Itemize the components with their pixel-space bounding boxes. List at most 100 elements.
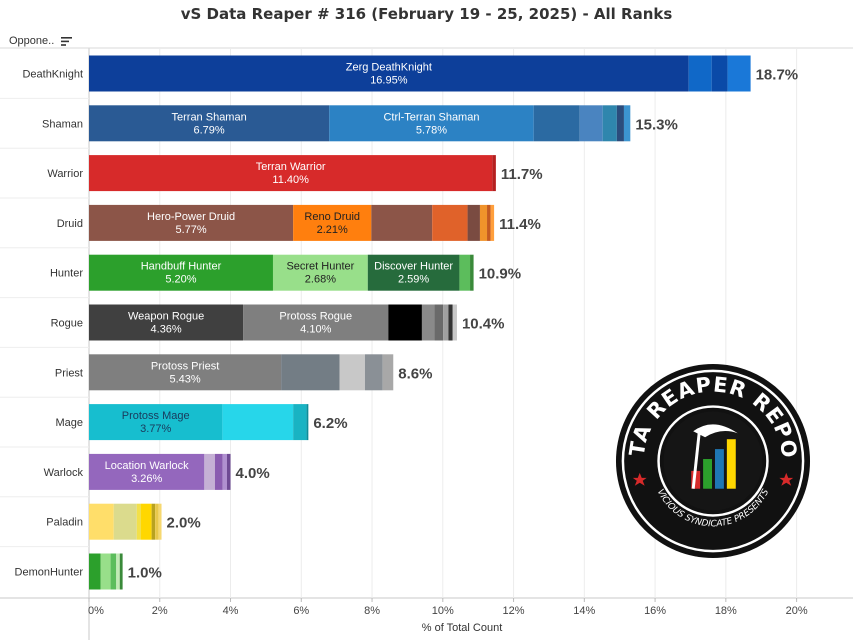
bar-segment[interactable] [616,105,624,142]
segment-value-label: 4.36% [151,324,182,336]
category-label[interactable]: Rogue [51,318,83,330]
bar-segment[interactable] [113,503,137,540]
bar-segment[interactable] [492,155,496,192]
bar-segment[interactable] [467,204,480,241]
bar-segment[interactable] [367,254,460,291]
bar-segment[interactable] [89,55,689,92]
bar-segment[interactable] [222,404,294,441]
bar-segment[interactable] [711,55,728,92]
bar-segment[interactable] [579,105,603,142]
bar-segment[interactable] [89,404,223,441]
bar-segment[interactable] [533,105,580,142]
bar-segment[interactable] [293,204,372,241]
segment-value-label: 5.43% [169,373,200,385]
bar-segment[interactable] [136,503,142,540]
bar-segment[interactable] [339,354,365,391]
bar-segment[interactable] [293,404,307,441]
bar-segment[interactable] [100,553,111,590]
category-label[interactable]: Mage [55,417,83,429]
segment-label: Protoss Mage [122,410,190,422]
bar-segment[interactable] [89,354,282,391]
x-tick-label: 10% [432,605,454,617]
bar-segment[interactable] [155,503,159,540]
bar-segment[interactable] [306,404,309,441]
segment-label: Discover Hunter [374,261,453,273]
segment-label: Location Warlock [105,460,189,472]
bar-segment[interactable] [272,254,368,291]
bar-segment[interactable] [602,105,617,142]
bar-segment[interactable] [158,503,162,540]
category-label[interactable]: DemonHunter [15,567,84,579]
bar-segment[interactable] [116,553,120,590]
bar-segment[interactable] [89,105,330,142]
segment-value-label: 3.26% [131,473,162,485]
bar-segment[interactable] [89,254,273,291]
bar-segment[interactable] [479,204,488,241]
segment-value-label: 5.78% [416,124,447,136]
segment-value-label: 16.95% [370,75,408,87]
bar-segment[interactable] [443,304,449,341]
category-label[interactable]: Druid [57,218,83,230]
x-tick-label: 20% [786,605,808,617]
bar-segment[interactable] [459,254,471,291]
bar-segment[interactable] [727,55,751,92]
bar-segment[interactable] [688,55,712,92]
bar-segment[interactable] [490,204,495,241]
bar-segment[interactable] [151,503,156,540]
bar-segment[interactable] [141,503,152,540]
bar-segment[interactable] [110,553,117,590]
category-label[interactable]: Priest [55,367,83,379]
category-label[interactable]: Hunter [50,268,83,280]
bar-segment[interactable] [432,204,468,241]
segment-label: Weapon Rogue [128,311,204,323]
category-label[interactable]: DeathKnight [22,69,83,81]
bar-segment[interactable] [89,155,493,192]
bar-segment[interactable] [421,304,435,341]
segment-label: Protoss Priest [151,360,219,372]
opponent-header-label: Oppone.. [9,35,55,47]
bar-segment[interactable] [448,304,453,341]
category-label[interactable]: Paladin [46,517,83,529]
x-axis: 0% 2% 4% 6% 8% 10% 12% 14% 16% 18% 20% [88,598,808,617]
bar-segment[interactable] [281,354,340,391]
total-label: 10.9% [479,266,522,283]
chart-title: vS Data Reaper # 316 (February 19 - 25, … [180,5,673,23]
bar-segment[interactable] [226,453,231,490]
bar-segment[interactable] [371,204,433,241]
x-tick-label: 8% [364,605,380,617]
bar-segment[interactable] [623,105,631,142]
sort-icon[interactable] [61,36,73,46]
bar-segment[interactable] [89,304,244,341]
category-label[interactable]: Warlock [44,467,84,479]
bar-segment[interactable] [487,204,491,241]
segment-label: Zerg DeathKnight [346,62,432,74]
segment-label: Handbuff Hunter [141,261,222,273]
bar-segment[interactable] [434,304,444,341]
x-tick-label: 0% [88,605,104,617]
bar-segment[interactable] [89,553,101,590]
bar-segment[interactable] [329,105,534,142]
bar-segment[interactable] [89,503,114,540]
segment-value-label: 5.77% [175,224,206,236]
bar-segment[interactable] [89,204,294,241]
category-label[interactable]: Shaman [42,118,83,130]
bar-segment[interactable] [452,304,457,341]
bar-segment[interactable] [222,453,227,490]
segment-label: Secret Hunter [286,261,354,273]
bar-segment[interactable] [364,354,383,391]
bar-segment[interactable] [470,254,474,291]
bar-segment[interactable] [388,304,422,341]
opponent-column-header[interactable]: Oppone.. [9,35,73,47]
bar-segment[interactable] [214,453,223,490]
star-icon [632,472,647,486]
total-label: 6.2% [313,415,347,432]
bar-segment[interactable] [243,304,389,341]
bar-segment[interactable] [119,553,123,590]
bar-segment[interactable] [89,453,205,490]
category-label[interactable]: Warrior [47,168,83,180]
total-label: 18.7% [756,67,799,84]
bar-segment[interactable] [382,354,394,391]
bar-segment[interactable] [204,453,215,490]
x-tick-label: 14% [573,605,595,617]
